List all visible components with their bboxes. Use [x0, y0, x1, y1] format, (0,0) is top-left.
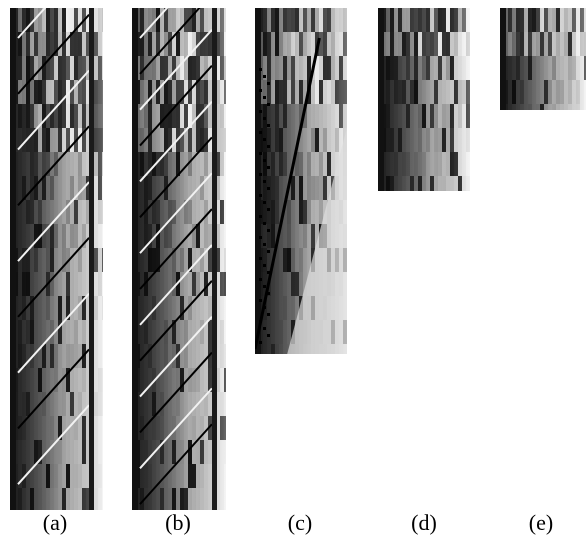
dot	[267, 145, 270, 148]
panel-label: (d)	[411, 510, 437, 535]
panel-content	[378, 8, 471, 201]
left-edge	[132, 8, 138, 510]
dot	[263, 180, 266, 183]
figure: (a) (b) (c) (d) (e)	[0, 0, 587, 538]
panel-label: (e)	[529, 510, 553, 535]
dot	[259, 194, 262, 197]
dot	[267, 229, 270, 232]
panel-content	[255, 8, 348, 369]
dot	[259, 299, 262, 302]
dot	[259, 278, 262, 281]
panel-image	[132, 0, 229, 513]
dot	[267, 250, 270, 253]
panel-label: (b)	[165, 510, 191, 535]
dark-band	[212, 8, 217, 510]
dot	[263, 285, 266, 288]
panel-content	[10, 0, 107, 512]
panel-image	[500, 8, 587, 129]
shade	[378, 8, 470, 191]
dot	[259, 341, 262, 344]
dot	[263, 96, 266, 99]
dot	[259, 236, 262, 239]
left-edge	[378, 8, 384, 191]
dot	[267, 187, 270, 190]
shade	[500, 8, 586, 110]
dot	[267, 103, 270, 106]
dot	[267, 82, 270, 85]
dot	[267, 208, 270, 211]
dot	[263, 327, 266, 330]
dot	[263, 201, 266, 204]
panel-image	[378, 8, 471, 201]
panel-content	[500, 8, 587, 129]
dot	[267, 124, 270, 127]
dot	[259, 89, 262, 92]
panel-image	[255, 8, 348, 369]
dot	[263, 159, 266, 162]
dot	[259, 173, 262, 176]
panel-label: (a)	[43, 510, 67, 535]
dot	[267, 313, 270, 316]
dot	[263, 222, 266, 225]
shade	[132, 8, 226, 510]
panels	[10, 0, 587, 513]
dot	[263, 243, 266, 246]
dot	[263, 117, 266, 120]
dot	[267, 166, 270, 169]
dot	[267, 334, 270, 337]
left-edge	[255, 8, 261, 354]
dark-band	[89, 8, 94, 510]
left-edge	[500, 8, 506, 110]
dot	[259, 215, 262, 218]
dot	[263, 138, 266, 141]
dot	[259, 152, 262, 155]
panel-label: (c)	[288, 510, 312, 535]
dot	[259, 110, 262, 113]
dot	[263, 75, 266, 78]
left-edge	[10, 8, 16, 510]
dot	[259, 257, 262, 260]
dot	[263, 264, 266, 267]
panel-image	[10, 0, 107, 512]
labels: (a) (b) (c) (d) (e)	[43, 510, 553, 535]
dot	[259, 131, 262, 134]
panel-content	[132, 0, 229, 513]
dot	[259, 68, 262, 71]
